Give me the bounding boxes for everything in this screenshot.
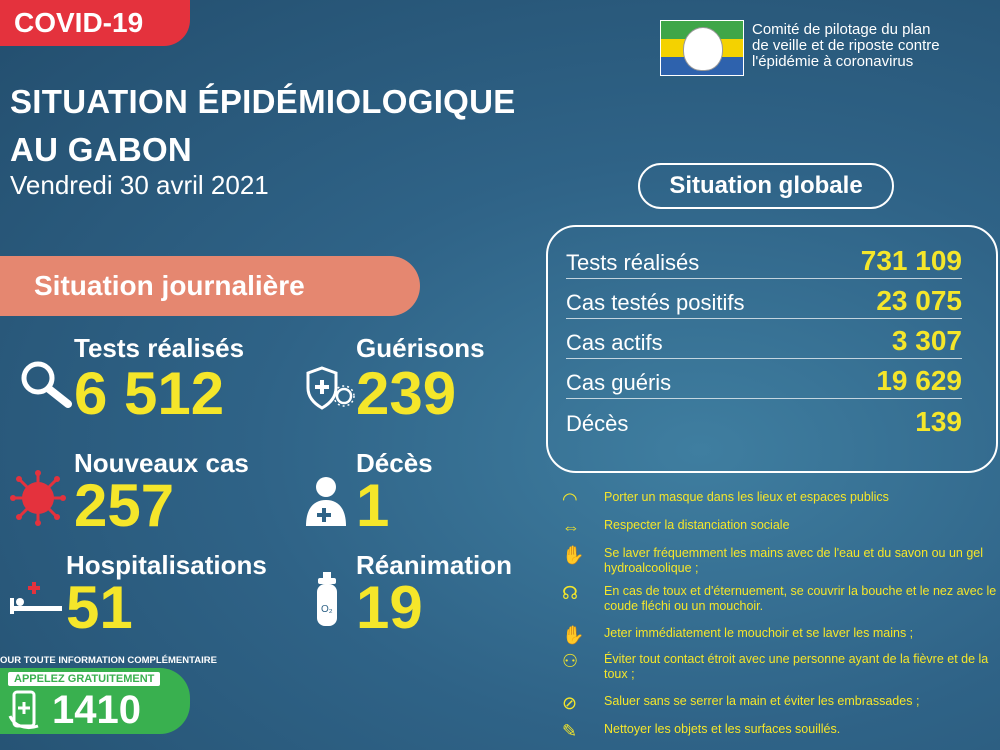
phone-icon (8, 690, 46, 735)
global-row-label: Cas testés positifs (566, 290, 745, 315)
handwash-icon: ✋ (562, 545, 585, 565)
tip-text: En cas de toux et d'éternuement, se couv… (604, 584, 997, 613)
new-cases-value: 257 (74, 472, 175, 539)
tip-text: Porter un masque dans les lieux et espac… (604, 490, 889, 504)
committee-line-3: l'épidémie à coronavirus (752, 53, 914, 70)
no-handshake-icon: ⊘ (562, 693, 578, 713)
global-heading: Situation globale (638, 163, 894, 209)
tip-text: Se laver fréquemment les mains avec de l… (604, 546, 983, 575)
global-row-value: 731 109 (860, 245, 962, 276)
page-title: SITUATION ÉPIDÉMIOLOGIQUE AU GABON (10, 78, 516, 174)
global-row-recovered: Cas guéris 19 629 (566, 359, 962, 399)
committee-line-1: Comité de pilotage du plan (752, 21, 931, 38)
magnifier-icon (18, 358, 74, 408)
global-row-tests: Tests réalisés 731 109 (566, 239, 962, 279)
avoid-contact-icon: ⚇ (562, 651, 579, 671)
tip-item: ✋ Se laver fréquemment les mains avec de… (562, 546, 997, 576)
tip-item: ◠ Porter un masque dans les lieux et esp… (562, 490, 997, 508)
tip-item: ⇔ Respecter la distanciation sociale (562, 518, 997, 536)
tip-item: ✎ Nettoyer les objets et les surfaces so… (562, 722, 997, 740)
clean-icon: ✎ (562, 721, 578, 741)
hospital-bed-icon (8, 580, 64, 616)
daily-heading: Situation journalière (0, 256, 420, 316)
tip-text: Nettoyer les objets et les surfaces soui… (604, 722, 841, 736)
cough-icon: ☊ (562, 583, 578, 603)
virus-icon (10, 470, 66, 526)
title-line-1: SITUATION ÉPIDÉMIOLOGIQUE (10, 83, 516, 120)
oxygen-tank-icon: O₂ (314, 572, 340, 628)
new-cases-label: Nouveaux cas (74, 448, 249, 478)
tip-item: ✋ Jeter immédiatement le mouchoir et se … (562, 626, 997, 644)
tip-text: Saluer sans se serrer la main et éviter … (604, 694, 920, 708)
gabon-flag-logo (660, 20, 744, 76)
republic-seal-icon (683, 27, 723, 71)
tip-text: Jeter immédiatement le mouchoir et se la… (604, 626, 914, 640)
info-line: OUR TOUTE INFORMATION COMPLÉMENTAIRE (0, 655, 217, 666)
icu-label: Réanimation (356, 550, 513, 580)
tip-item: ☊ En cas de toux et d'éternuement, se co… (562, 584, 997, 614)
icu-value: 19 (356, 574, 423, 641)
global-row-label: Tests réalisés (566, 250, 700, 275)
hospitalisations-value: 51 (66, 574, 133, 641)
global-row-label: Cas guéris (566, 370, 672, 395)
tip-item: ⊘ Saluer sans se serrer la main et évite… (562, 694, 997, 712)
global-table: Tests réalisés 731 109 Cas testés positi… (546, 225, 998, 473)
shield-virus-icon (304, 364, 356, 412)
recoveries-value: 239 (356, 360, 457, 427)
global-row-label: Cas actifs (566, 330, 663, 355)
person-cross-icon (304, 476, 348, 526)
call-free-label: APPELEZ GRATUITEMENT (8, 672, 161, 686)
title-line-2: AU GABON (10, 131, 193, 168)
global-row-positive: Cas testés positifs 23 075 (566, 279, 962, 319)
tests-label: Tests réalisés (74, 333, 245, 363)
hotline-box[interactable]: APPELEZ GRATUITEMENT 1410 (0, 668, 190, 734)
tissue-icon: ✋ (562, 625, 585, 645)
report-date: Vendredi 30 avril 2021 (10, 170, 269, 200)
deaths-label: Décès (356, 448, 433, 478)
mask-icon: ◠ (562, 489, 578, 509)
global-row-value: 23 075 (876, 285, 962, 316)
global-row-value: 139 (915, 406, 962, 437)
committee-line-2: de veille et de riposte contre (752, 37, 940, 54)
tip-text: Éviter tout contact étroit avec une pers… (604, 652, 989, 681)
hotline-number[interactable]: 1410 (52, 688, 141, 732)
tip-text: Respecter la distanciation sociale (604, 518, 790, 532)
global-row-value: 19 629 (876, 365, 962, 396)
global-row-value: 3 307 (891, 325, 962, 356)
deaths-value: 1 (356, 472, 390, 539)
distance-icon: ⇔ (562, 517, 580, 537)
recoveries-label: Guérisons (356, 333, 485, 363)
committee-text: Comité de pilotage du plan de veille et … (752, 22, 992, 70)
tip-item: ⚇ Éviter tout contact étroit avec une pe… (562, 652, 997, 682)
svg-text:O₂: O₂ (321, 604, 333, 615)
tests-value: 6 512 (74, 360, 225, 427)
hospitalisations-label: Hospitalisations (66, 550, 267, 580)
global-row-deaths: Décès 139 (566, 399, 962, 439)
covid-tag: COVID-19 (0, 0, 190, 46)
global-row-active: Cas actifs 3 307 (566, 319, 962, 359)
global-row-label: Décès (566, 411, 629, 436)
